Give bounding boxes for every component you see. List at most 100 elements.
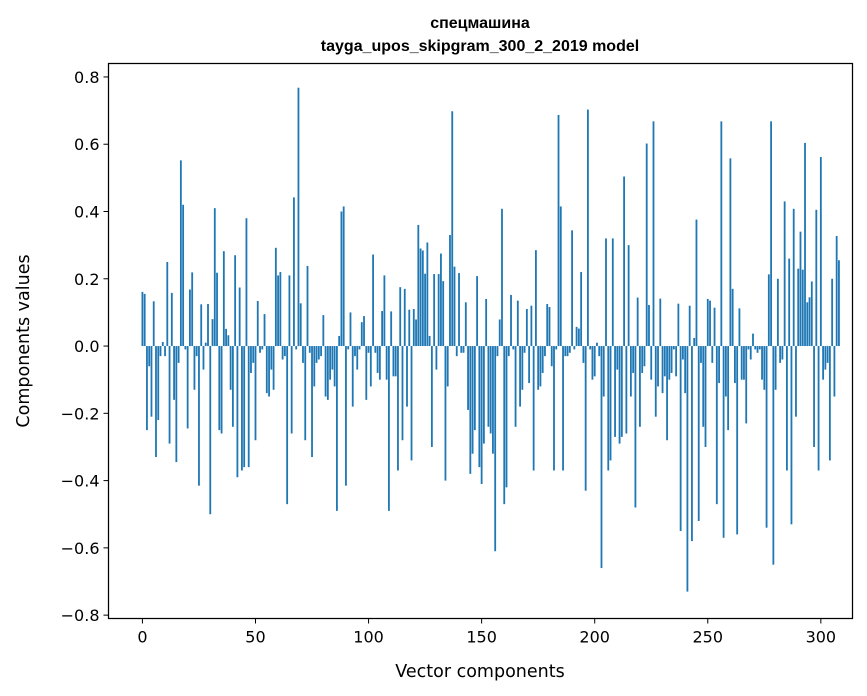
- bar: [691, 346, 693, 542]
- bar: [345, 346, 347, 486]
- bar: [225, 328, 227, 347]
- bar: [675, 346, 678, 377]
- bar: [492, 346, 494, 454]
- bar: [349, 312, 352, 347]
- bar: [175, 346, 178, 463]
- bar: [286, 346, 289, 505]
- y-tick-label: −0.2: [61, 404, 100, 423]
- bar: [503, 346, 506, 505]
- bar: [440, 253, 442, 347]
- bar: [507, 346, 510, 357]
- bar: [195, 346, 198, 357]
- bar: [383, 275, 386, 347]
- bar: [602, 346, 605, 397]
- bar: [358, 346, 361, 350]
- bar: [476, 276, 479, 347]
- bar: [329, 346, 332, 380]
- bar: [639, 346, 641, 427]
- bar: [697, 346, 700, 521]
- bar: [204, 342, 207, 347]
- x-axis-ticks: 0 50 100 150 200 250 300: [137, 618, 836, 647]
- bar: [720, 121, 723, 347]
- bar: [424, 273, 426, 347]
- bar: [397, 346, 399, 471]
- x-tick-label: 50: [245, 628, 265, 647]
- bar: [645, 143, 648, 347]
- bar: [501, 208, 503, 347]
- bar: [245, 218, 248, 347]
- bar: [184, 346, 187, 350]
- bar: [469, 346, 472, 474]
- bar: [824, 346, 827, 370]
- bar: [535, 250, 537, 347]
- bar: [672, 346, 675, 350]
- bar: [752, 333, 754, 347]
- bar: [770, 121, 772, 347]
- bar: [446, 346, 449, 387]
- bar: [435, 346, 438, 370]
- bar: [525, 309, 528, 347]
- bar: [521, 346, 524, 390]
- bar: [394, 346, 397, 377]
- bar: [268, 346, 270, 397]
- bar: [643, 346, 646, 367]
- bar: [467, 346, 469, 410]
- bar: [661, 346, 664, 394]
- bar: [557, 114, 560, 347]
- bar: [202, 346, 205, 370]
- bar: [356, 346, 359, 370]
- bar: [663, 346, 666, 377]
- bar: [449, 235, 451, 347]
- bar: [634, 346, 637, 508]
- bar: [729, 158, 732, 347]
- bar: [670, 346, 673, 373]
- bar: [430, 346, 433, 447]
- bars-group: [141, 87, 840, 592]
- bar: [623, 176, 625, 347]
- bar: [652, 121, 655, 347]
- bar: [727, 346, 730, 431]
- bar: [740, 346, 743, 380]
- bar: [616, 346, 619, 370]
- bar: [514, 346, 517, 427]
- y-tick-label: −0.4: [61, 472, 100, 491]
- bar: [788, 258, 791, 347]
- bar: [164, 346, 166, 357]
- bar: [516, 300, 519, 347]
- bar: [810, 281, 813, 347]
- bar: [417, 224, 420, 347]
- bar: [304, 346, 307, 441]
- bar: [713, 307, 716, 347]
- bar: [598, 346, 601, 357]
- bar: [668, 346, 671, 380]
- bar: [374, 346, 377, 353]
- bar: [399, 287, 402, 347]
- bar: [715, 346, 718, 505]
- bar: [150, 346, 153, 417]
- bar: [161, 342, 164, 347]
- bar: [564, 346, 567, 357]
- bar: [365, 346, 368, 400]
- bar: [736, 346, 739, 535]
- bar: [754, 346, 757, 350]
- bar: [523, 346, 526, 353]
- bar: [632, 346, 635, 373]
- bar: [596, 342, 598, 347]
- bar: [786, 346, 788, 471]
- bar: [189, 289, 191, 347]
- bar: [627, 245, 630, 347]
- bar: [482, 346, 485, 444]
- x-axis-label: Vector components: [395, 662, 564, 682]
- y-axis-ticks: −0.8 −0.6 −0.4 −0.2 0.0 0.2 0.4 0.6 0.8: [61, 68, 109, 625]
- bar: [804, 142, 806, 347]
- bar: [342, 206, 345, 347]
- bar: [813, 346, 815, 447]
- bar: [385, 346, 388, 380]
- bar: [580, 272, 583, 347]
- bar: [681, 346, 684, 360]
- bar: [426, 242, 429, 347]
- bar: [828, 346, 831, 461]
- bar: [530, 305, 533, 347]
- bar: [767, 274, 770, 347]
- bar: [363, 316, 365, 347]
